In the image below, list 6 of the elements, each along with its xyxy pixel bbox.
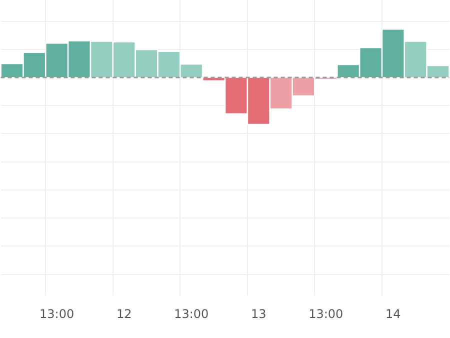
x-tick-label: 12 — [116, 306, 132, 321]
x-tick-label: 13:00 — [40, 306, 74, 321]
x-tick-label: 13:00 — [308, 306, 344, 321]
x-tick-label: 14 — [386, 306, 401, 321]
x-tick-label: 13:00 — [174, 306, 209, 321]
x-tick-label: 13 — [250, 306, 266, 321]
